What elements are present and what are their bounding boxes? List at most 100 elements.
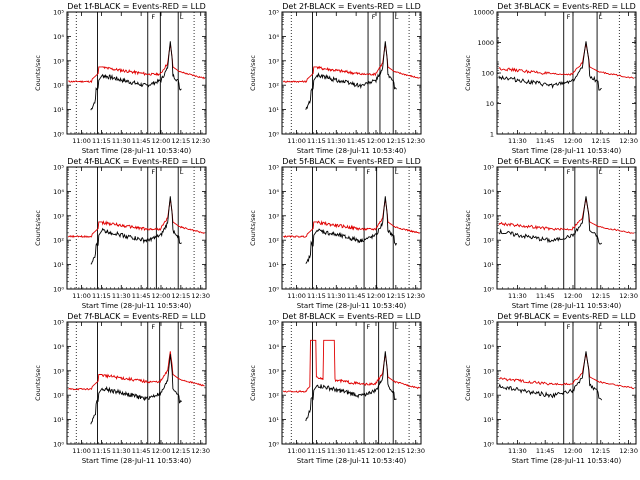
y-tick-label: 10⁴ <box>268 33 279 41</box>
y-tick-label: 10⁵ <box>53 319 64 327</box>
x-tick-label: 12:30 <box>191 447 210 455</box>
y-tick-label: 10⁴ <box>268 343 279 351</box>
x-tick-label: 11:45 <box>132 137 151 145</box>
x-axis-label: Start Time (28-Jul-11 10:53:40) <box>82 302 192 310</box>
chart-title: Det 1f-BLACK = Events-RED = LLD <box>67 2 206 11</box>
y-tick-label: 10⁰ <box>268 131 279 139</box>
x-tick-label: 12:30 <box>191 292 210 300</box>
chart-panel-det-8: Det 8f-BLACK = Events-RED = LLD Counts/se… <box>249 312 425 465</box>
series-line-events-black <box>90 196 182 265</box>
y-tick-label: 10⁰ <box>53 441 64 449</box>
series-line-lld-red <box>68 43 205 84</box>
marker-f: F <box>366 168 370 176</box>
y-tick-label: 10⁰ <box>268 286 279 294</box>
x-tick-label: 11:45 <box>347 292 366 300</box>
y-tick-label: 10⁴ <box>53 33 64 41</box>
y-axis-label: Counts/sec <box>249 365 257 401</box>
x-tick-label: 12:15 <box>171 137 190 145</box>
chart-title: Det 6f-BLACK = Events-RED = LLD <box>497 157 636 166</box>
y-tick-label: 10⁴ <box>53 188 64 196</box>
series-line-lld-red <box>498 198 635 234</box>
y-tick-label: 10⁴ <box>53 343 64 351</box>
chart-title: Det 7f-BLACK = Events-RED = LLD <box>67 312 206 321</box>
y-axis-label: Counts/sec <box>34 55 42 91</box>
y-tick-label: 10⁵ <box>268 9 279 17</box>
chart-title: Det 3f-BLACK = Events-RED = LLD <box>497 2 636 11</box>
series-line-events-black <box>305 196 397 264</box>
x-tick-label: 11:00 <box>72 447 91 455</box>
chart-panel-det-6: Det 6f-BLACK = Events-RED = LLD Counts/se… <box>464 157 638 310</box>
y-axis-label: Counts/sec <box>464 55 472 91</box>
chart-panel-det-9: Det 9f-BLACK = Events-RED = LLD Counts/se… <box>464 312 638 465</box>
x-axis-label: Start Time (28-Jul-11 10:53:40) <box>512 147 622 155</box>
chart-panel-det-3: Det 3f-BLACK = Events-RED = LLD Counts/se… <box>464 2 638 155</box>
series-line-events-black <box>498 351 603 401</box>
y-tick-label: 10³ <box>268 57 279 65</box>
x-tick-label: 12:30 <box>619 447 638 455</box>
x-tick-label: 11:30 <box>508 137 527 145</box>
x-tick-label: 11:30 <box>327 447 346 455</box>
chart-panel-det-5: Det 5f-BLACK = Events-RED = LLD Counts/se… <box>249 157 425 310</box>
x-tick-label: 11:00 <box>287 447 306 455</box>
y-tick-label: 100 <box>482 70 494 78</box>
y-tick-label: 10³ <box>53 212 64 220</box>
y-tick-label: 10⁰ <box>483 441 494 449</box>
x-tick-label: 11:30 <box>112 137 131 145</box>
plot-frame <box>66 11 207 135</box>
marker-l: L <box>180 323 184 331</box>
y-tick-label: 10¹ <box>53 261 64 269</box>
x-tick-label: 12:00 <box>367 292 386 300</box>
y-tick-label: 10⁰ <box>268 441 279 449</box>
y-axis-label: Counts/sec <box>34 365 42 401</box>
x-axis-label: Start Time (28-Jul-11 10:53:40) <box>297 302 407 310</box>
marker-f: F <box>567 168 571 176</box>
marker-f: F <box>567 323 571 331</box>
x-tick-label: 12:30 <box>406 137 425 145</box>
x-tick-label: 12:30 <box>406 447 425 455</box>
chart-title: Det 2f-BLACK = Events-RED = LLD <box>282 2 421 11</box>
y-tick-label: 1000 <box>477 39 494 47</box>
marker-l: L <box>180 13 184 21</box>
y-tick-label: 10² <box>53 392 64 400</box>
y-tick-label: 10² <box>53 237 64 245</box>
y-tick-label: 10³ <box>483 212 494 220</box>
y-axis-label: Counts/sec <box>249 55 257 91</box>
y-tick-label: 10⁰ <box>53 286 64 294</box>
chart-title: Det 5f-BLACK = Events-RED = LLD <box>282 157 421 166</box>
marker-l: L <box>395 323 399 331</box>
x-tick-label: 11:15 <box>92 447 111 455</box>
chart-panel-det-1: Det 1f-BLACK = Events-RED = LLD Counts/se… <box>34 2 210 155</box>
y-tick-label: 10⁵ <box>483 164 494 172</box>
x-tick-label: 12:00 <box>152 292 171 300</box>
x-axis-label: Start Time (28-Jul-11 10:53:40) <box>82 457 192 465</box>
series-line-lld-red <box>282 339 420 393</box>
x-tick-label: 11:30 <box>112 292 131 300</box>
chart-title: Det 9f-BLACK = Events-RED = LLD <box>497 312 636 321</box>
x-tick-label: 12:00 <box>367 137 386 145</box>
x-axis-label: Start Time (28-Jul-11 10:53:40) <box>82 147 192 155</box>
series-line-lld-red <box>498 353 635 390</box>
marker-l: L <box>599 168 603 176</box>
x-tick-label: 12:15 <box>386 447 405 455</box>
x-axis-label: Start Time (28-Jul-11 10:53:40) <box>512 302 622 310</box>
x-tick-label: 11:30 <box>508 292 527 300</box>
y-tick-label: 10² <box>268 237 279 245</box>
marker-l: L <box>599 323 603 331</box>
x-tick-label: 11:00 <box>72 292 91 300</box>
x-tick-label: 12:30 <box>406 292 425 300</box>
y-tick-label: 10³ <box>53 367 64 375</box>
x-tick-label: 11:45 <box>132 447 151 455</box>
plot-frame <box>66 166 207 290</box>
x-tick-label: 12:00 <box>152 447 171 455</box>
plot-frame <box>496 11 637 135</box>
chart-title: Det 4f-BLACK = Events-RED = LLD <box>67 157 206 166</box>
x-tick-label: 11:15 <box>92 137 111 145</box>
x-tick-label: 12:30 <box>191 137 210 145</box>
series-line-events-black <box>498 41 602 91</box>
marker-f: F <box>372 13 376 21</box>
series-line-events-black <box>498 196 602 245</box>
y-tick-label: 10¹ <box>53 416 64 424</box>
x-tick-label: 12:15 <box>386 292 405 300</box>
y-axis-label: Counts/sec <box>249 210 257 246</box>
